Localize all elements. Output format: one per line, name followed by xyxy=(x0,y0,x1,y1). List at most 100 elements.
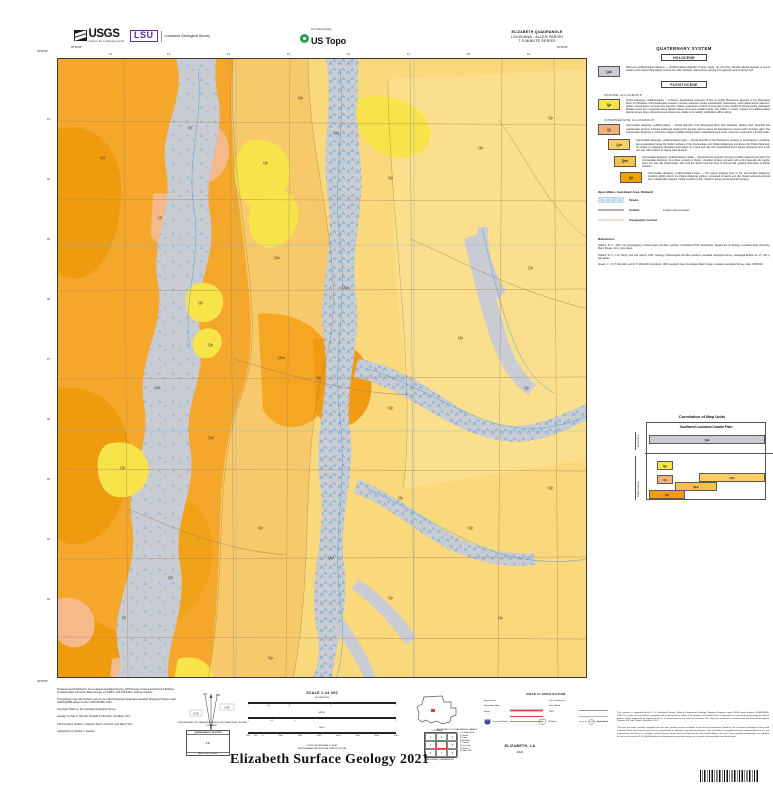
quad-footer-name: ELIZABETH, LA xyxy=(504,744,536,748)
legend-system-title: QUATERNARY SYSTEM xyxy=(656,46,712,51)
corner-coord-nw-lat: 30°52'30" xyxy=(37,50,49,53)
adjoining-name: 3 Grant xyxy=(460,737,467,740)
svg-text:Qp: Qp xyxy=(498,615,503,620)
svg-text:Qp: Qp xyxy=(263,160,268,165)
declination-caption: UTM GRID AND 2021 MAGNETIC NORTH DECLINA… xyxy=(177,722,247,727)
scalebar-ft-tick: 3000 xyxy=(316,734,322,737)
scalebar-ft-tick: 2000 xyxy=(297,734,303,737)
adjoining-cell[interactable]: 8 xyxy=(447,749,458,757)
scalebar-seg xyxy=(249,732,257,734)
legend-unit-qp[interactable]: Qp Prairie Allogroup, undifferentiated —… xyxy=(598,99,770,114)
road-label: Expressway xyxy=(484,699,496,702)
svg-text:Qal: Qal xyxy=(154,385,161,390)
corner-coord-nw-lon: 92°52'30" xyxy=(71,46,83,49)
scalebar-feet: FEET 1000 500 0 1000 2000 3000 4000 5000… xyxy=(245,727,398,737)
adjoining-name: 4 Elizabeth xyxy=(460,739,470,742)
road-row-ramp: Ramp xyxy=(484,710,543,722)
legend-unit-qi[interactable]: Qi Intermediate allogroup, undifferentia… xyxy=(598,124,770,136)
adjoining-cell[interactable]: 5 xyxy=(447,741,458,749)
scalebar-ft-tick: 0 xyxy=(262,734,264,737)
adjoining-grid[interactable]: 1 2 3 4 5 6 7 8 xyxy=(424,732,458,758)
road-symbol-4wd xyxy=(579,710,608,722)
adjoining-name: 1 Oakdale North xyxy=(460,732,475,734)
interstate-shield-icon xyxy=(484,718,491,725)
map-image[interactable]: Qil Qi Qp Qp Qi Qp Qp Qp Qp Qiu Qp Qp Qp… xyxy=(57,58,587,678)
credit-line: Geology by Paul V. Heinrich, Richard P. … xyxy=(57,715,131,719)
svg-text:Qp: Qp xyxy=(388,405,393,410)
legend-contour-label: Topographic Contour xyxy=(629,218,658,223)
adjoining-cell[interactable]: 6 xyxy=(425,749,436,757)
adjoining-name: 5 Oakdale xyxy=(460,742,470,745)
scalebar-km-tick: 1 xyxy=(247,704,249,707)
scalebar-mi-tick: 0 xyxy=(294,719,296,722)
correlation-tick xyxy=(635,432,636,450)
swatch-qal: Qal xyxy=(598,66,620,77)
logo-divider xyxy=(160,30,162,42)
scalebar-mi-line xyxy=(248,716,396,720)
scalebar-seg xyxy=(322,732,337,734)
scalebar-seg xyxy=(342,717,369,719)
svg-text:Qil: Qil xyxy=(168,575,174,580)
legend-group-intermediate: INTERMEDIATE ALLOGROUP xyxy=(604,118,655,123)
route-marker-label: State Route xyxy=(597,720,608,723)
road-row-secondary: Secondary Hwy xyxy=(484,705,543,717)
stream-symbol-icon xyxy=(598,197,624,203)
adjoining-cell[interactable]: 7 xyxy=(436,749,447,757)
quadrangle-location-box: QUADRANGLE LOCATION LA Allen Parish, Lou… xyxy=(186,730,230,756)
scalebar-ft-tick: 500 xyxy=(253,734,258,737)
sheet-title: Elizabeth Surface Geology 2021 xyxy=(230,752,430,767)
road-row-expressway: Expressway xyxy=(484,699,543,712)
map-tick-top-3: 14 xyxy=(227,53,230,56)
geology-map-svg[interactable]: Qil Qi Qp Qp Qi Qp Qp Qp Qp Qiu Qp Qp Qp… xyxy=(58,59,587,678)
svg-text:Qp: Qp xyxy=(316,375,321,380)
svg-text:Qp: Qp xyxy=(208,342,213,347)
correlation-bar-qil: Qil xyxy=(649,490,685,499)
adjoining-cell[interactable]: 2 xyxy=(436,733,447,741)
svg-text:Qp: Qp xyxy=(478,145,483,150)
contour-line-icon xyxy=(598,219,624,221)
map-tick-left-6: 36 xyxy=(47,418,50,421)
road-symbol-local-road xyxy=(579,705,608,717)
adjoining-cell[interactable]: 1 xyxy=(425,733,436,741)
state-locator-caption: LOUISIANA xyxy=(431,730,443,732)
svg-text:Qp: Qp xyxy=(458,335,463,340)
legend-unit-qil[interactable]: Qil Intermediate allogroup, undifferenti… xyxy=(620,172,770,184)
scalebar-kilometers: KILOMETERS 1 0.5 0 1 2 xyxy=(247,697,396,707)
legend-unit-qim[interactable]: Qim Intermediate allogroup, undifferenti… xyxy=(614,155,770,168)
svg-text:Qi: Qi xyxy=(188,125,192,130)
scalebar-seg xyxy=(249,702,270,704)
road-row-local-connector: Local Connector xyxy=(549,699,608,711)
map-panel[interactable]: 30°52'30" 92°52'30" 92°45'00" 30°45'00" xyxy=(37,46,587,683)
quad-name: ELIZABETH QUADRANGLE xyxy=(511,30,563,34)
adjoining-quadrangles: ADJOINING 7.5' QUADRANGLE NAMES 1 2 3 4 … xyxy=(424,729,490,761)
legend-pleistocene-header: PLEISTOCENE xyxy=(661,81,707,88)
adjoining-header: ADJOINING 7.5' QUADRANGLE NAMES xyxy=(436,729,478,731)
adjoining-cell[interactable]: 4 xyxy=(425,741,436,749)
legend-desc-qi: Intermediate allogroup, undifferentiated… xyxy=(626,124,770,134)
reference-item: Snead, J. I., R. P. McCulloh, and R. P. … xyxy=(598,263,764,267)
contour-interval-line: CONTOUR INTERVAL 10 FEET xyxy=(306,745,338,747)
legend-unit-qal[interactable]: Qal Holocene undifferentiated alluvium —… xyxy=(598,66,770,77)
road-label: Secondary Hwy xyxy=(484,705,500,707)
map-tick-left-4: 38 xyxy=(47,298,50,301)
road-symbol-ramp xyxy=(510,710,543,722)
adjoining-cell[interactable]: 3 xyxy=(447,733,458,741)
scalebar-ft-tick: 1000 xyxy=(245,734,251,737)
legend-contact-desc: includes inferred contact xyxy=(663,208,689,212)
svg-text:Qp: Qp xyxy=(524,385,529,390)
adjoining-cell-center[interactable] xyxy=(436,741,447,749)
scalebar-seg xyxy=(289,702,311,704)
legend-unit-qiu[interactable]: Qiu Intermediate allogroup, undifferenti… xyxy=(608,139,770,152)
svg-text:Qal: Qal xyxy=(342,285,349,290)
scalebar-ft-tick: 4000 xyxy=(336,734,341,737)
map-tick-top-7: 18 xyxy=(467,53,470,56)
adjoining-name: 8 Kinder NW xyxy=(460,750,472,753)
scalebar-ft-line xyxy=(248,731,396,735)
svg-text:Qp: Qp xyxy=(388,175,393,180)
correlation-tick xyxy=(635,456,636,500)
map-tick-left-5: 37 xyxy=(47,358,50,361)
adjoining-name: 7 Reeves xyxy=(460,747,469,750)
swatch-qp: Qp xyxy=(598,99,620,110)
route-marker-label: US Route xyxy=(547,720,557,723)
map-tick-top-8: 19 xyxy=(527,53,530,56)
